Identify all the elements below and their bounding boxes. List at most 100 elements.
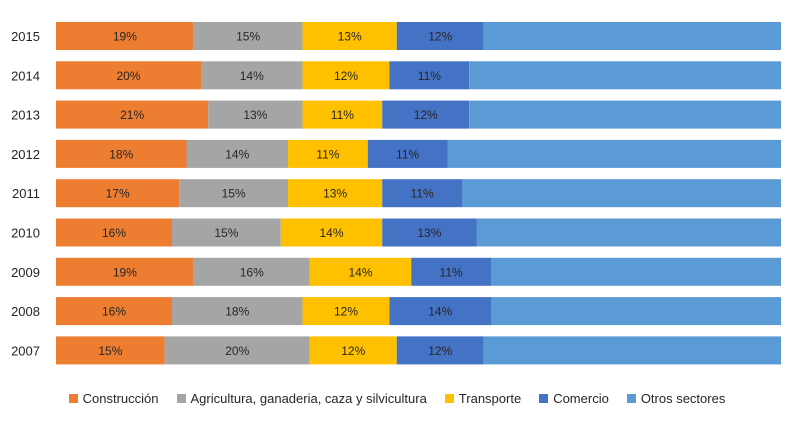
category-label-2014: 2014 xyxy=(11,68,40,83)
bar-segment-2010-3 xyxy=(280,218,383,247)
legend-label: Otros sectores xyxy=(640,390,726,406)
data-label-2010-3: 14% xyxy=(319,226,343,240)
category-label-2010: 2010 xyxy=(11,226,40,241)
bar-segment-2013-2 xyxy=(208,100,303,129)
bar-segment-2010-1 xyxy=(56,218,172,247)
bar-segment-2014-3 xyxy=(302,61,390,90)
bar-segment-2007-5 xyxy=(483,336,781,365)
data-label-2015-1: 19% xyxy=(113,30,137,44)
stacked-bar-chart: 2015 19% 15% 13% 12% 2014 20% 14% 12% 11% 2013 21% 1… xyxy=(11,22,781,365)
bar-segment-2007-2 xyxy=(164,336,310,365)
data-label-2007-4: 12% xyxy=(428,344,452,358)
bar-segment-2014-2 xyxy=(201,61,303,90)
legend-item-1: Construcción xyxy=(68,390,159,406)
category-label-2009: 2009 xyxy=(11,265,40,280)
bar-segment-2008-5 xyxy=(491,297,781,326)
data-label-2009-3: 14% xyxy=(348,265,372,279)
bar-segment-2009-3 xyxy=(309,257,412,286)
data-label-2012-4: 11% xyxy=(396,147,419,161)
bar-segment-2009-4 xyxy=(411,257,491,286)
legend-label: Transporte xyxy=(458,390,522,406)
bar-segment-2007-1 xyxy=(56,336,165,365)
category-label-2013: 2013 xyxy=(11,108,40,123)
legend-swatch xyxy=(539,393,549,403)
data-label-2007-1: 15% xyxy=(98,344,122,358)
bar-segment-2015-2 xyxy=(193,22,303,50)
data-label-2010-2: 15% xyxy=(214,226,238,240)
legend-item-4: Comercio xyxy=(539,391,609,406)
bar-segment-2007-3 xyxy=(309,336,397,365)
data-label-2014-3: 12% xyxy=(334,69,358,83)
data-label-2012-1: 18% xyxy=(109,147,133,161)
data-label-2013-1: 21% xyxy=(120,108,144,122)
bar-segment-2013-4 xyxy=(382,100,470,129)
data-label-2010-4: 13% xyxy=(417,226,441,240)
bar-segment-2009-1 xyxy=(56,257,194,286)
bar-segment-2015-1 xyxy=(56,22,194,50)
bar-segment-2007-4 xyxy=(396,336,484,365)
bar-segment-2011-2 xyxy=(179,179,288,208)
data-label-2012-2: 14% xyxy=(225,147,249,161)
bar-segment-2015-5 xyxy=(483,22,781,50)
data-label-2008-3: 12% xyxy=(334,305,358,319)
bar-segment-2008-1 xyxy=(56,297,172,326)
bar-segment-2009-2 xyxy=(193,257,310,286)
bar-segment-2010-4 xyxy=(382,218,477,247)
data-label-2009-2: 16% xyxy=(240,265,264,279)
data-label-2010-1: 16% xyxy=(102,226,126,240)
data-label-2011-1: 17% xyxy=(106,187,130,201)
data-label-2011-2: 15% xyxy=(222,187,246,201)
bar-segment-2008-4 xyxy=(389,297,491,326)
category-label-2012: 2012 xyxy=(11,147,40,162)
data-label-2013-4: 12% xyxy=(414,108,438,122)
data-label-2015-2: 15% xyxy=(236,30,260,44)
legend-label: Agricultura, ganaderia, caza y silvicult… xyxy=(190,390,427,406)
bar-segment-2014-1 xyxy=(56,61,201,90)
legend-item-3: Transporte xyxy=(444,390,522,406)
bar-segment-2013-1 xyxy=(56,100,209,129)
data-label-2008-4: 14% xyxy=(428,305,452,319)
bar-segment-2008-3 xyxy=(302,297,390,326)
data-label-2009-4: 11% xyxy=(440,265,463,279)
legend-label: Construcción xyxy=(82,390,159,406)
bar-segment-2012-5 xyxy=(447,139,781,168)
bar-segment-2010-5 xyxy=(476,218,781,247)
data-label-2011-3: 13% xyxy=(323,187,347,201)
bar-segment-2013-3 xyxy=(302,100,383,129)
data-label-2007-2: 20% xyxy=(225,344,249,358)
legend-label: Comercio xyxy=(553,390,609,406)
data-label-2008-1: 16% xyxy=(102,305,126,319)
bar-segment-2014-5 xyxy=(469,61,781,90)
category-label-2007: 2007 xyxy=(11,343,40,358)
bar-segment-2009-5 xyxy=(491,257,781,286)
data-label-2015-4: 12% xyxy=(428,30,452,44)
data-label-2015-3: 13% xyxy=(338,30,362,44)
bar-segment-2012-4 xyxy=(367,139,448,168)
bar-segment-2012-1 xyxy=(56,139,187,168)
data-label-2008-2: 18% xyxy=(225,305,249,319)
category-label-2011: 2011 xyxy=(12,186,40,201)
bar-segment-2014-4 xyxy=(389,61,470,90)
bar-segment-2012-2 xyxy=(186,139,288,168)
category-label-2015: 2015 xyxy=(11,29,40,44)
data-label-2013-3: 11% xyxy=(331,108,354,122)
legend-swatch xyxy=(626,393,636,403)
data-label-2009-1: 19% xyxy=(113,265,137,279)
bar-segment-2015-4 xyxy=(396,22,484,50)
legend-item-2: Agricultura, ganaderia, caza y silvicult… xyxy=(176,390,427,406)
category-label-2008: 2008 xyxy=(11,304,40,319)
bar-segment-2011-5 xyxy=(462,179,781,208)
chart-legend: Construcción Agricultura, ganaderia, caza… xyxy=(0,388,794,408)
bar-segment-2015-3 xyxy=(302,22,397,50)
bar-segment-2011-4 xyxy=(382,179,462,208)
bar-segment-2010-2 xyxy=(172,218,281,247)
legend-item-5: Otros sectores xyxy=(626,390,726,406)
data-label-2014-1: 20% xyxy=(116,69,140,83)
bar-segment-2013-5 xyxy=(469,100,781,129)
legend-swatch xyxy=(68,393,78,403)
data-label-2014-2: 14% xyxy=(240,69,264,83)
data-label-2007-3: 12% xyxy=(341,344,365,358)
bar-segment-2011-1 xyxy=(56,179,180,208)
bar-segment-2012-3 xyxy=(288,139,368,168)
data-label-2011-4: 11% xyxy=(411,187,434,201)
